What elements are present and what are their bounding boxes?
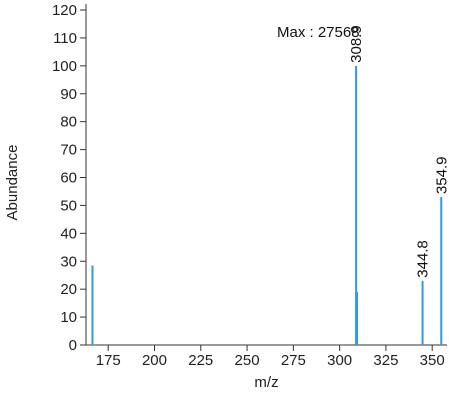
y-axis-title: Abundance xyxy=(4,145,21,221)
x-tick-label: 175 xyxy=(96,352,121,369)
x-tick-label: 250 xyxy=(235,352,260,369)
x-tick-label: 275 xyxy=(281,352,306,369)
max-annotation: Max : 27568 xyxy=(277,24,360,41)
y-tick-label: 80 xyxy=(60,114,77,131)
y-tick-label: 110 xyxy=(53,30,77,47)
axes-layer: 0 10 20 30 40 50 60 70 80 90 100 110 120 175 200 225 250… xyxy=(52,2,447,369)
y-tick-label: 0 xyxy=(69,337,77,354)
y-tick-label: 60 xyxy=(60,170,77,187)
x-tick-label: 350 xyxy=(420,352,445,369)
y-tick-label: 70 xyxy=(60,142,77,159)
x-tick-label: 325 xyxy=(373,352,398,369)
x-axis-title: m/z xyxy=(254,374,278,391)
y-tick-label: 120 xyxy=(52,2,77,19)
y-tick-label: 40 xyxy=(60,225,77,242)
x-tick-label: 225 xyxy=(188,352,213,369)
y-tick-label: 10 xyxy=(60,309,77,326)
y-tick-label: 100 xyxy=(52,58,77,75)
y-tick-label: 30 xyxy=(60,253,77,270)
y-tick-label: 20 xyxy=(60,281,77,298)
bars-layer xyxy=(91,65,443,345)
peak-label: 344.8 xyxy=(415,240,432,278)
x-tick-label: 200 xyxy=(142,352,167,369)
x-tick-label: 300 xyxy=(327,352,352,369)
y-tick-label: 50 xyxy=(60,197,77,214)
labels-layer: 308.9 344.8 354.9 xyxy=(348,25,449,278)
peak-label: 354.9 xyxy=(433,156,449,194)
peak-label: 308.9 xyxy=(348,25,365,63)
y-tick-label: 90 xyxy=(60,86,77,103)
